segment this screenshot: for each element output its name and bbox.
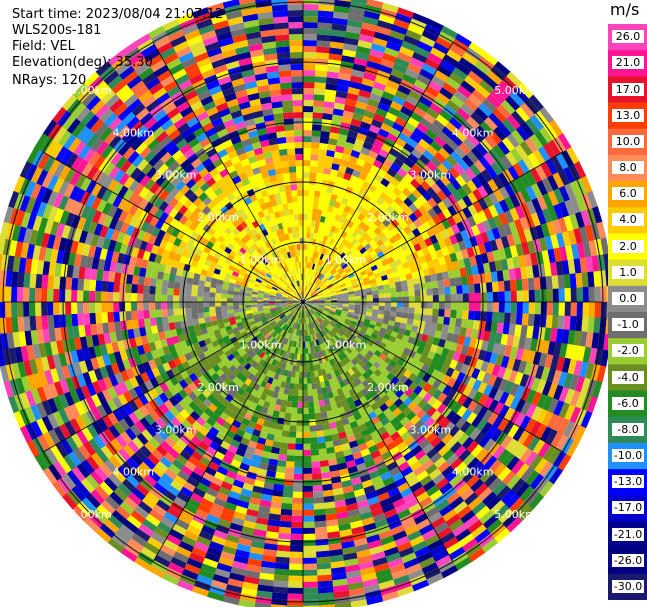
range-label: 5.00km <box>70 84 112 97</box>
colorbar-tick-label: 2.0 <box>612 239 644 253</box>
colorbar-tick-label: 17.0 <box>612 82 644 96</box>
range-rings <box>2 1 604 603</box>
colorbar-tick-label: 0.0 <box>612 291 644 305</box>
azimuth-spoke <box>42 151 304 303</box>
colorbar-unit: m/s <box>610 0 640 19</box>
azimuth-spoke <box>302 151 563 303</box>
colorbar-tick-label: 26.0 <box>612 30 644 44</box>
colorbar-tick-label: -8.0 <box>612 422 644 436</box>
range-label: 4.00km <box>452 126 494 139</box>
range-label: 1.00km <box>325 338 367 351</box>
range-label: 5.00km <box>494 84 536 97</box>
radial-bins <box>0 0 613 607</box>
range-label: 4.00km <box>452 466 494 479</box>
range-label: 3.00km <box>155 169 197 182</box>
colorbar-tick-label: 6.0 <box>612 187 644 201</box>
azimuth-spoke <box>152 301 304 562</box>
nrays: NRays: 120 <box>12 73 87 88</box>
colorbar-tick-label: 1.0 <box>612 265 644 279</box>
colorbar-tick-label: -13.0 <box>612 475 644 489</box>
colorbar-tick-label: 10.0 <box>612 134 644 148</box>
colorbar-tick-label: -10.0 <box>612 449 644 462</box>
colorbar-tick-label: -2.0 <box>612 344 644 358</box>
elevation: Elevation(deg): 35.30 <box>12 55 153 70</box>
range-label: 4.00km <box>113 126 155 139</box>
azimuth-spoke <box>302 301 454 562</box>
azimuth-spoke <box>42 301 304 453</box>
range-label: 1.00km <box>325 254 367 267</box>
colorbar-tick-label: 21.0 <box>612 56 644 70</box>
colorbar-tick-label: -4.0 <box>612 370 644 384</box>
colorbar-tick-label: -17.0 <box>612 501 644 515</box>
colorbar-tick-label: 13.0 <box>612 108 644 122</box>
range-label: 2.00km <box>197 381 239 394</box>
range-label: 3.00km <box>155 423 197 436</box>
colorbar-tick-label: -30.0 <box>612 579 644 593</box>
azimuth-spoke <box>302 301 563 453</box>
colorbar-tick-label: 4.0 <box>612 213 644 227</box>
colorbar-tick-label: -26.0 <box>612 553 644 567</box>
range-label: 1.00km <box>240 254 282 267</box>
range-label: 2.00km <box>367 211 409 224</box>
colorbar-tick-label: -1.0 <box>612 318 644 332</box>
range-label: 3.00km <box>410 423 452 436</box>
start-time: Start time: 2023/08/04 21:07:12 <box>12 7 224 22</box>
instrument-name: WLS200s-181 <box>12 23 102 38</box>
colorbar-tick-label: -6.0 <box>612 396 644 410</box>
range-label: 5.00km <box>70 508 112 521</box>
colorbar-tick-label: 8.0 <box>612 161 644 174</box>
range-label: 2.00km <box>367 381 409 394</box>
range-label: 3.00km <box>410 169 452 182</box>
range-label: 5.00km <box>494 508 536 521</box>
range-label: 4.00km <box>113 466 155 479</box>
azimuth-spoke <box>302 41 454 303</box>
azimuth-spoke <box>152 41 304 303</box>
field-name: Field: VEL <box>12 39 75 54</box>
range-label: 2.00km <box>197 211 239 224</box>
range-label: 1.00km <box>240 338 282 351</box>
range-labels: 1.00km 1.00km 1.00km 1.00km 2.00km 2.00km 2.00… <box>70 84 536 521</box>
colorbar-tick-label: -21.0 <box>612 527 644 541</box>
